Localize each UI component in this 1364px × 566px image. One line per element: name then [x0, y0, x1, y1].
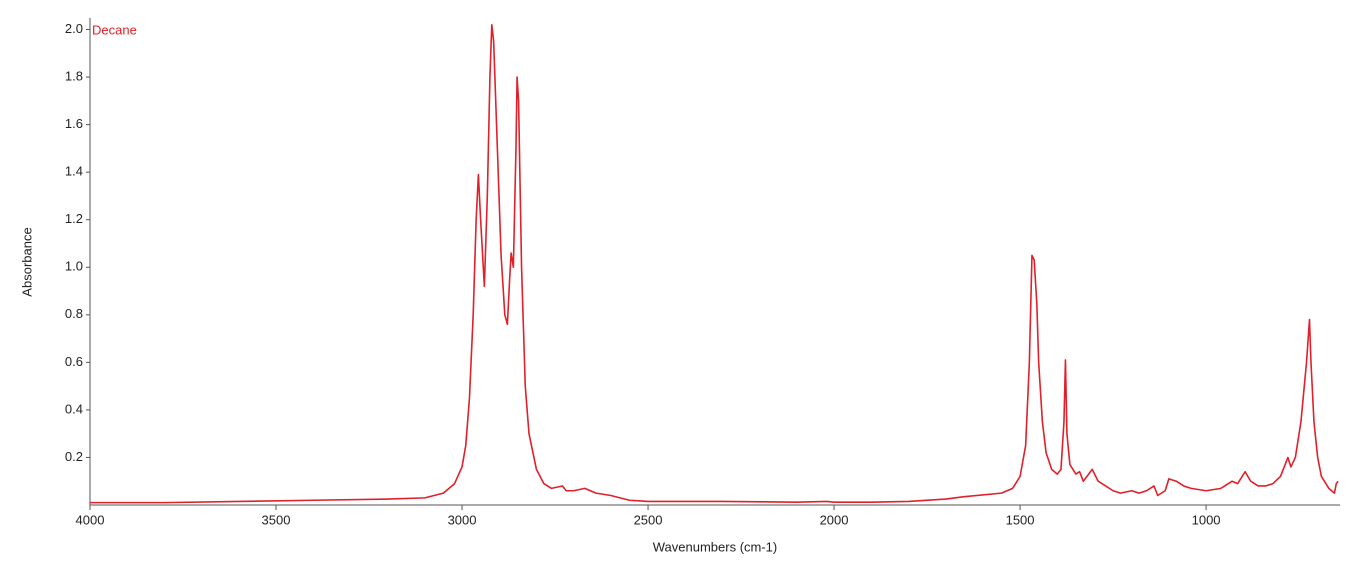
- x-tick-label: 3500: [262, 512, 291, 527]
- y-tick-label: 0.4: [65, 401, 83, 416]
- y-tick-label: 1.6: [65, 116, 83, 131]
- x-tick-label: 2500: [634, 512, 663, 527]
- x-tick-label: 1000: [1192, 512, 1221, 527]
- x-axis-label: Wavenumbers (cm-1): [653, 539, 777, 554]
- y-tick-label: 0.2: [65, 449, 83, 464]
- x-tick-label: 2000: [820, 512, 849, 527]
- x-tick-label: 1500: [1006, 512, 1035, 527]
- y-tick-label: 1.8: [65, 68, 83, 83]
- x-tick-label: 4000: [76, 512, 105, 527]
- y-axis-label: Absorbance: [19, 227, 34, 296]
- annotation: Decane: [92, 22, 137, 37]
- y-tick-label: 0.6: [65, 354, 83, 369]
- y-tick-label: 0.8: [65, 306, 83, 321]
- y-tick-label: 1.0: [65, 259, 83, 274]
- y-tick-label: 1.4: [65, 164, 83, 179]
- y-tick-label: 1.2: [65, 211, 83, 226]
- y-tick-label: 2.0: [65, 21, 83, 36]
- x-tick-label: 3000: [448, 512, 477, 527]
- spectrum-line: [90, 23, 1339, 504]
